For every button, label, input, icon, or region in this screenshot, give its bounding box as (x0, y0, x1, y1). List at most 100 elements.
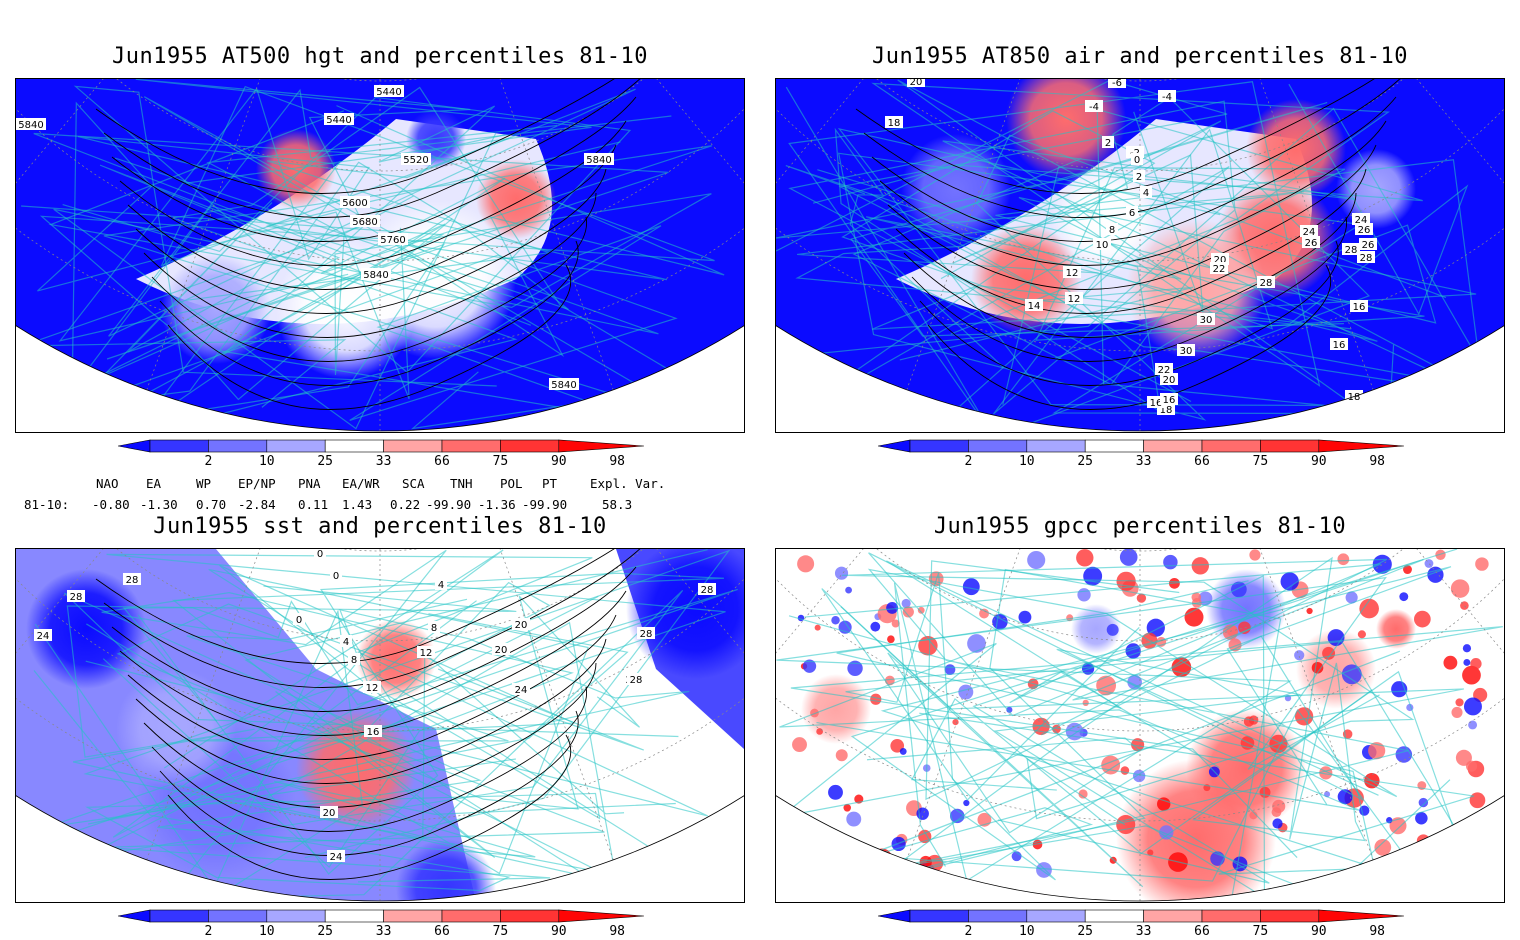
coastline (790, 558, 1503, 884)
contour-label: 26 (1359, 238, 1377, 251)
contour-label: 5840 (549, 378, 579, 391)
contour-label: 4 (1140, 186, 1152, 199)
colorbar-top-left: 2 10 25 33 66 75 90 98 (118, 438, 644, 469)
precip-cell (1414, 610, 1431, 628)
precip-cell (901, 598, 911, 609)
svg-text:30: 30 (1180, 346, 1193, 357)
contour-label: 12 (1063, 266, 1081, 279)
contour-line (103, 549, 647, 688)
svg-text:28: 28 (630, 675, 643, 686)
panel-title-sst: Jun1955 sst and percentiles 81-10 (153, 514, 607, 539)
precip-cell (802, 659, 817, 673)
svg-text:4: 4 (438, 580, 444, 591)
colorbar-tick-label: 66 (434, 924, 450, 939)
svg-text:20: 20 (910, 79, 923, 88)
precip-cell (891, 619, 900, 628)
svg-text:26: 26 (1305, 238, 1318, 249)
precip-cell (1027, 550, 1046, 570)
precip-cell (803, 819, 821, 837)
contour-label: 14 (1025, 299, 1043, 312)
svg-text:12: 12 (1068, 294, 1081, 305)
index-value-eawr: 1.43 (342, 497, 373, 512)
precip-cell (967, 634, 986, 653)
colorbar-swatch (968, 439, 1028, 453)
index-value-pna: 0.11 (298, 497, 329, 512)
svg-text:18: 18 (1160, 405, 1173, 416)
svg-text:2: 2 (1105, 138, 1111, 149)
contour-line (159, 710, 579, 856)
contour-label: 28 (1357, 251, 1375, 264)
precip-cell (846, 811, 862, 827)
svg-text:18: 18 (888, 118, 901, 129)
colorbar-swatch (1201, 439, 1261, 453)
contour-line (111, 96, 637, 242)
colorbar-tick-label: 66 (1194, 454, 1210, 469)
coastline (39, 85, 715, 401)
svg-text:20: 20 (495, 645, 508, 656)
contour-line (159, 240, 579, 386)
precip-cell (979, 608, 990, 619)
precip-cell (1451, 706, 1463, 718)
svg-text:0: 0 (333, 571, 339, 582)
colorbar-swatches (118, 439, 644, 453)
colorbar-arrow-high (558, 909, 644, 923)
precip-cell (902, 606, 914, 618)
contour-label: 0 (314, 549, 326, 560)
map-panel-sst: 2824280048121620242828282820202412840 (15, 548, 745, 903)
anomaly-region (1376, 609, 1416, 649)
coastline (103, 225, 678, 430)
coastline (785, 81, 1390, 431)
colorbar-swatch (968, 909, 1028, 923)
colorbar-swatch (909, 439, 969, 453)
precip-cell (1306, 607, 1313, 615)
precip-cell (944, 664, 956, 675)
precip-cell (831, 615, 840, 625)
svg-text:4: 4 (343, 637, 349, 648)
svg-text:5440: 5440 (326, 115, 351, 126)
contour-label: 8 (428, 621, 440, 634)
precip-cell (1456, 827, 1474, 845)
colorbar-tick-label: 10 (1018, 924, 1035, 939)
precip-cell (1463, 658, 1471, 666)
map-field (16, 549, 744, 901)
svg-text:28: 28 (640, 629, 653, 640)
coastline (779, 606, 1464, 818)
coastline (910, 670, 1475, 875)
contour-label: 30 (1197, 313, 1215, 326)
contour-label: 2 (1133, 170, 1145, 183)
precip-cell (1125, 643, 1141, 659)
anomaly-region (1246, 99, 1346, 199)
svg-text:5760: 5760 (380, 235, 405, 246)
coastline (778, 110, 1230, 425)
svg-text:20: 20 (1163, 375, 1176, 386)
contour-line (903, 192, 1357, 338)
precip-cell (1368, 742, 1386, 760)
coastline (33, 670, 601, 892)
coastline (88, 608, 690, 825)
contour-label: 20 (492, 643, 510, 656)
contour-label: 12 (417, 646, 435, 659)
contour-line (863, 79, 1407, 218)
precip-cell (958, 684, 974, 700)
precip-cell (1136, 593, 1147, 603)
svg-text:28: 28 (1260, 278, 1273, 289)
precip-cell (1359, 598, 1379, 619)
precip-cell (845, 586, 852, 594)
colorbar-tick-label: 10 (258, 924, 275, 939)
index-header-pol: POL (500, 476, 523, 491)
precip-cell (1106, 623, 1119, 636)
precip-cell (918, 636, 938, 656)
index-value-tnh: -99.90 (426, 497, 472, 512)
colorbar-arrow-high (1318, 439, 1404, 453)
svg-text:16: 16 (367, 727, 380, 738)
colorbar-swatch (149, 439, 209, 453)
map-panel-air: 2018-6-4-42-2024681012121416161818162022… (775, 78, 1505, 433)
svg-text:14: 14 (1028, 301, 1041, 312)
precip-cell (797, 555, 815, 573)
contour-label: 26 (1302, 236, 1320, 249)
index-header-wp: WP (196, 476, 212, 491)
colorbar-tick-label: 75 (1252, 454, 1269, 469)
precip-cell (835, 749, 848, 762)
colorbar-arrow-high (558, 439, 644, 453)
svg-text:10: 10 (1096, 240, 1109, 251)
